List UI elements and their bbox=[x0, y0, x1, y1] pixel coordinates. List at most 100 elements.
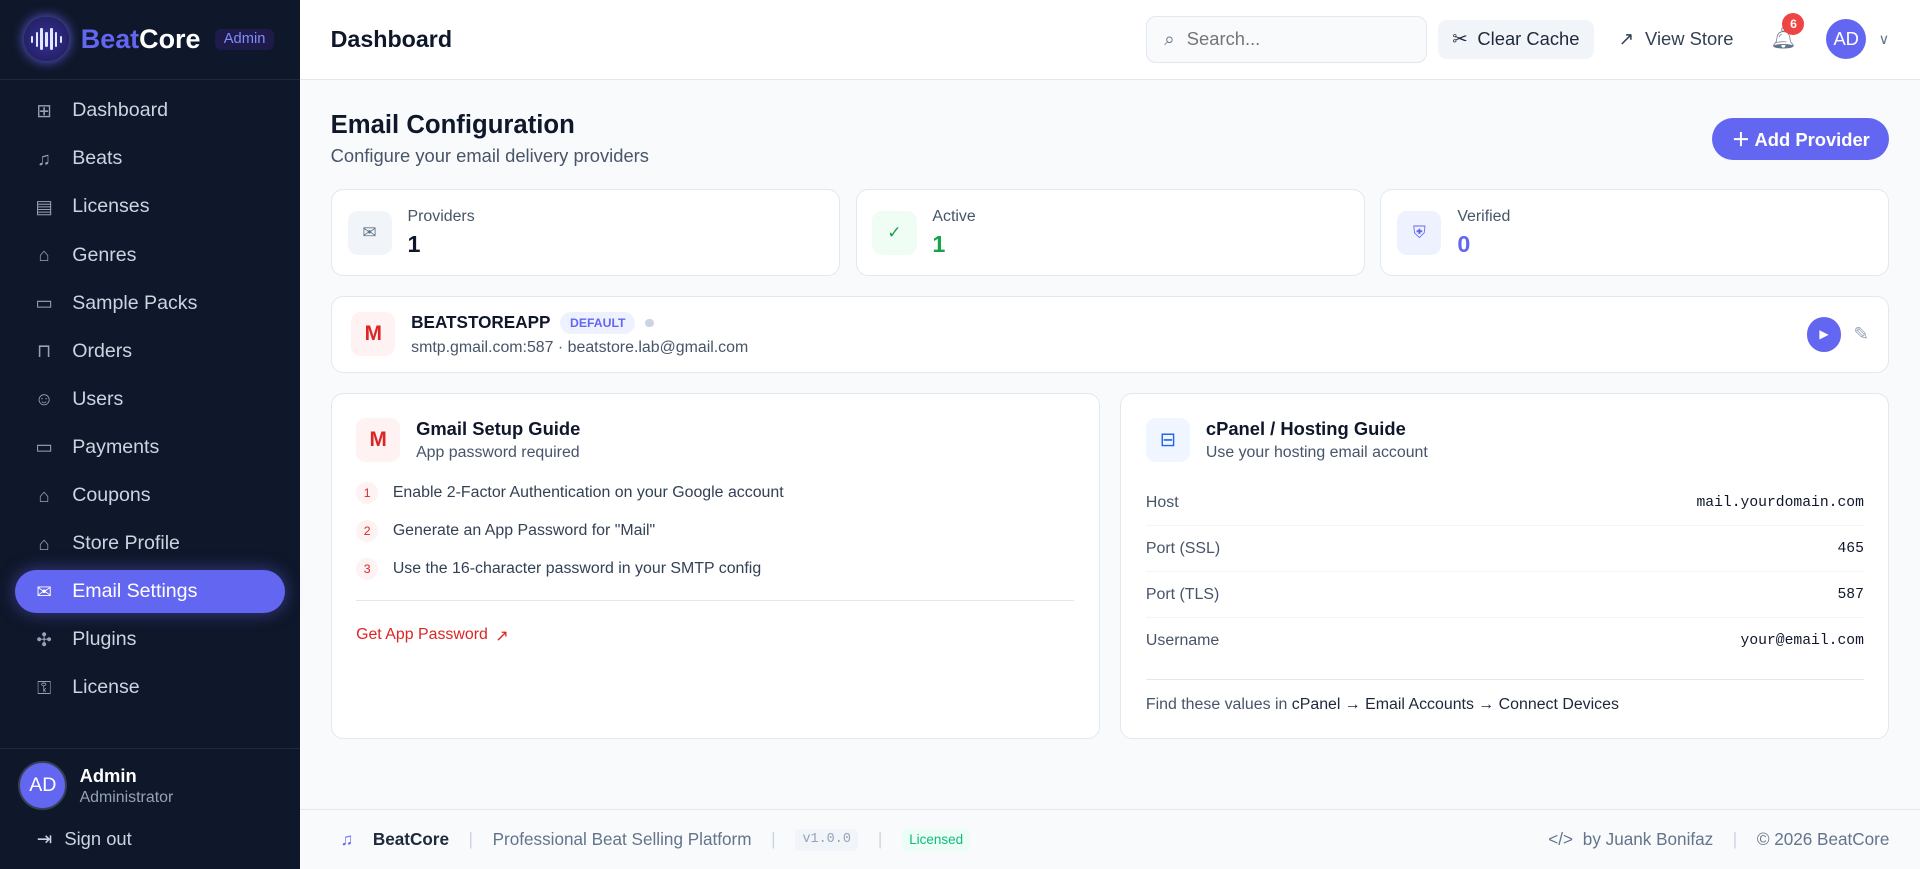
step-number: 3 bbox=[356, 558, 379, 581]
search-icon: ⌕ bbox=[1164, 28, 1175, 50]
archive-icon: ▭ bbox=[35, 292, 53, 314]
notification-count: 6 bbox=[1782, 12, 1805, 35]
step-text: Enable 2-Factor Authentication on your G… bbox=[392, 484, 784, 502]
view-store-link[interactable]: ↗ View Store bbox=[1618, 28, 1734, 50]
search-box[interactable]: ⌕ bbox=[1146, 16, 1427, 63]
sidebar-item-label: Users bbox=[72, 387, 124, 410]
sidebar-item-label: Email Settings bbox=[72, 580, 198, 603]
setup-step: 1 Enable 2-Factor Authentication on your … bbox=[356, 474, 1074, 512]
sidebar-item-label: Sample Packs bbox=[72, 291, 198, 314]
test-provider-button[interactable]: ▶ bbox=[1806, 317, 1842, 352]
sidebar-item-label: Plugins bbox=[72, 628, 137, 651]
key-icon: ⚿ bbox=[37, 676, 52, 698]
gmail-icon: M bbox=[351, 312, 396, 357]
sidebar-item-label: Dashboard bbox=[72, 99, 168, 122]
notifications-button[interactable]: 🔔︎ 6 bbox=[1770, 12, 1805, 51]
config-value: mail.yourdomain.com bbox=[1696, 494, 1864, 511]
get-app-password-link[interactable]: Get App Password ↗ bbox=[356, 625, 509, 645]
plus-icon: ＋ bbox=[1731, 128, 1755, 150]
shield-icon: ⛨ bbox=[1397, 210, 1442, 255]
search-input[interactable] bbox=[1186, 28, 1395, 51]
sidebar-item-label: Genres bbox=[72, 243, 137, 266]
sidebar-item-orders[interactable]: ⊓ Orders bbox=[15, 330, 286, 373]
sidebar-item-sample-packs[interactable]: ▭ Sample Packs bbox=[15, 282, 286, 325]
step-text: Generate an App Password for "Mail" bbox=[392, 522, 656, 540]
sidebar-item-plugins[interactable]: ✣ Plugins bbox=[15, 618, 286, 661]
top-header: Dashboard ⌕ ✂Clear Cache ↗View Store 🔔︎6… bbox=[300, 0, 1920, 80]
music-note-icon: ♫ bbox=[340, 829, 354, 850]
music-icon: ♫ bbox=[37, 147, 51, 169]
file-icon: ▤ bbox=[35, 195, 53, 217]
step-number: 1 bbox=[356, 482, 379, 505]
config-key: Host bbox=[1145, 493, 1179, 511]
mail-icon: ✉ bbox=[36, 580, 52, 602]
sidebar-item-label: Licenses bbox=[72, 195, 150, 218]
header-title: Dashboard bbox=[330, 25, 453, 52]
sidebar-item-store-profile[interactable]: ⌂ Store Profile bbox=[15, 522, 286, 565]
sidebar-item-licenses[interactable]: ▤ Licenses bbox=[15, 186, 286, 229]
user-role: Administrator bbox=[79, 789, 174, 807]
config-value: 587 bbox=[1837, 586, 1864, 603]
sidebar-item-license[interactable]: ⚿ License bbox=[15, 666, 286, 709]
server-icon: ⊟ bbox=[1145, 418, 1190, 463]
external-link-icon: ↗ bbox=[1618, 28, 1635, 50]
stat-active: ✓ Active 1 bbox=[855, 189, 1365, 277]
edit-icon[interactable]: ✎ bbox=[1853, 323, 1869, 345]
clear-cache-button[interactable]: ✂ Clear Cache bbox=[1437, 19, 1595, 59]
user-profile[interactable]: AD Admin Administrator bbox=[0, 749, 300, 822]
sidebar-item-label: Store Profile bbox=[72, 532, 180, 555]
page-title: Email Configuration bbox=[330, 111, 575, 140]
config-row: Port (SSL) 465 bbox=[1145, 526, 1864, 573]
sidebar-nav: ⊞ Dashboard ♫ Beats ▤ Licenses ⌂ Genres ▭ Sample … bbox=[0, 80, 300, 710]
sidebar-item-label: Coupons bbox=[72, 484, 151, 507]
footer-copyright: © 2026 BeatCore bbox=[1756, 829, 1890, 850]
config-row: Host mail.yourdomain.com bbox=[1145, 480, 1864, 527]
step-text: Use the 16-character password in your SM… bbox=[392, 560, 762, 578]
config-value: your@email.com bbox=[1740, 633, 1864, 650]
tag-icon: ⌂ bbox=[38, 484, 50, 506]
add-provider-button[interactable]: ＋ Add Provider bbox=[1712, 117, 1890, 161]
mail-icon: ✉ bbox=[347, 210, 392, 255]
admin-badge: Admin bbox=[215, 28, 274, 50]
provider-details: smtp.gmail.com:587 · beatstore.lab@gmail… bbox=[411, 338, 749, 356]
sign-out-button[interactable]: ⇥ Sign out bbox=[36, 827, 132, 849]
waveform-logo-icon bbox=[24, 17, 69, 62]
footer-author[interactable]: by Juank Bonifaz bbox=[1582, 829, 1714, 850]
licensed-badge: Licensed bbox=[901, 828, 971, 852]
cpanel-note: Find these values in cPanel → Email Acco… bbox=[1145, 678, 1864, 714]
sidebar-item-label: License bbox=[72, 676, 140, 699]
config-row: Port (TLS) 587 bbox=[1145, 572, 1864, 619]
chevron-down-icon[interactable]: ∨ bbox=[1878, 31, 1890, 48]
header-avatar[interactable]: AD bbox=[1826, 19, 1867, 60]
brand-name: BeatCore bbox=[80, 23, 201, 54]
sidebar-item-beats[interactable]: ♫ Beats bbox=[15, 137, 286, 180]
store-icon: ⌂ bbox=[38, 532, 50, 554]
sidebar-item-label: Orders bbox=[72, 339, 133, 362]
stat-providers: ✉ Providers 1 bbox=[330, 189, 840, 277]
provider-row: M BEATSTOREAPP DEFAULT smtp.gmail.com:587… bbox=[330, 295, 1890, 373]
version-badge: v1.0.0 bbox=[795, 828, 859, 852]
sidebar-item-label: Beats bbox=[72, 147, 123, 170]
setup-step: 3 Use the 16-character password in your S… bbox=[356, 550, 1074, 588]
sidebar-item-genres[interactable]: ⌂ Genres bbox=[15, 234, 286, 277]
sidebar: BeatCore Admin ⊞ Dashboard ♫ Beats ▤ Licenses… bbox=[0, 0, 300, 869]
config-key: Port (TLS) bbox=[1145, 585, 1220, 603]
card-icon: ▭ bbox=[35, 436, 53, 458]
puzzle-icon: ✣ bbox=[36, 628, 52, 650]
config-value: 465 bbox=[1837, 540, 1864, 557]
sidebar-item-users[interactable]: ☺ Users bbox=[15, 378, 286, 421]
bag-icon: ⊓ bbox=[36, 340, 52, 362]
default-badge: DEFAULT bbox=[560, 312, 636, 334]
status-dot bbox=[645, 318, 654, 328]
sidebar-item-dashboard[interactable]: ⊞ Dashboard bbox=[15, 89, 286, 132]
cpanel-guide-card: ⊟ cPanel / Hosting Guide Use your hosting … bbox=[1120, 392, 1890, 740]
gmail-guide-card: M Gmail Setup Guide App password required … bbox=[330, 392, 1100, 740]
config-key: Port (SSL) bbox=[1145, 539, 1221, 557]
sidebar-item-label: Payments bbox=[72, 435, 160, 458]
sidebar-item-email-settings[interactable]: ✉ Email Settings bbox=[14, 570, 286, 614]
footer-brand: BeatCore bbox=[372, 829, 449, 850]
logo[interactable]: BeatCore Admin bbox=[0, 0, 300, 80]
sidebar-item-coupons[interactable]: ⌂ Coupons bbox=[15, 474, 286, 517]
sidebar-item-payments[interactable]: ▭ Payments bbox=[15, 426, 286, 469]
check-circle-icon: ✓ bbox=[872, 210, 917, 255]
